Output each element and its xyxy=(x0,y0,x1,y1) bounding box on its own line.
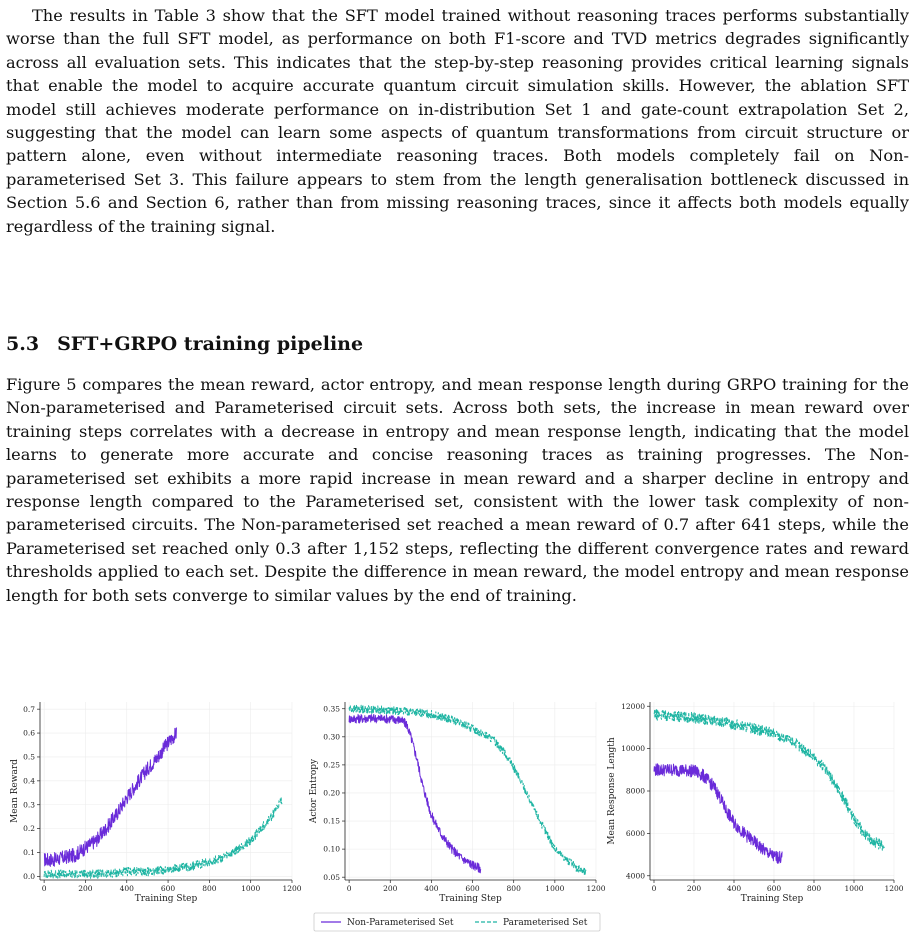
x-tick-label: 800 xyxy=(807,884,822,893)
y-axis-label: Mean Reward xyxy=(10,759,20,823)
chart-panel-3: 0 200 400 600 800 1000 1200 4000 6000 8000 10000 12… xyxy=(607,702,904,904)
x-tick-label: 0 xyxy=(652,884,657,893)
y-tick-label: 0.4 xyxy=(23,776,35,785)
series-line-non-parameterised xyxy=(348,713,482,874)
y-tick-label: 0.2 xyxy=(23,824,35,833)
y-tick-label: 0.1 xyxy=(23,848,35,857)
y-tick-label: 6000 xyxy=(626,829,645,838)
y-tick-label: 0.10 xyxy=(323,845,340,854)
y-tick-label: 0.5 xyxy=(23,753,35,762)
y-tick-label: 0.20 xyxy=(323,789,340,798)
legend: Non-Parameterised Set Parameterised Set xyxy=(313,912,601,932)
x-tick-label: 200 xyxy=(78,884,93,893)
section-heading: 5.3 SFT+GRPO training pipeline xyxy=(6,333,363,355)
body-paragraph-2: Figure 5 compares the mean reward, actor… xyxy=(6,375,909,605)
x-axis-label: Training Step xyxy=(135,894,198,904)
y-tick-label: 4000 xyxy=(626,871,645,880)
x-tick-label: 200 xyxy=(687,884,702,893)
y-axis-label: Actor Entropy xyxy=(309,758,319,824)
x-tick-label: 1200 xyxy=(884,884,903,893)
chart-panel-1: 0 200 400 600 800 1000 1200 0.0 0.1 0.2 0.3 0.4 0.5 0… xyxy=(10,702,302,904)
y-tick-label: 12000 xyxy=(621,702,645,711)
x-tick-label: 1000 xyxy=(545,884,564,893)
series-line-parameterised xyxy=(348,704,587,876)
y-tick-label: 10000 xyxy=(621,744,645,753)
y-axis-label: Mean Response Length xyxy=(607,737,617,845)
x-tick-label: 400 xyxy=(424,884,439,893)
x-tick-label: 1000 xyxy=(241,884,260,893)
x-tick-label: 0 xyxy=(42,884,47,893)
x-tick-label: 800 xyxy=(507,884,522,893)
x-tick-label: 600 xyxy=(465,884,480,893)
y-tick-label: 0.6 xyxy=(23,729,35,738)
x-tick-label: 1000 xyxy=(844,884,863,893)
x-tick-label: 0 xyxy=(347,884,352,893)
y-tick-label: 0.35 xyxy=(323,704,340,713)
x-axis-label: Training Step xyxy=(439,894,502,904)
y-tick-label: 0.15 xyxy=(323,817,340,826)
x-tick-label: 600 xyxy=(767,884,782,893)
series-line-parameterised xyxy=(43,797,283,879)
series-line-non-parameterised xyxy=(653,763,783,864)
x-tick-label: 1200 xyxy=(282,884,301,893)
y-tick-label: 8000 xyxy=(626,787,645,796)
x-tick-label: 800 xyxy=(202,884,217,893)
legend-box xyxy=(313,912,601,932)
y-tick-label: 0.30 xyxy=(323,732,340,741)
x-tick-label: 600 xyxy=(161,884,176,893)
y-tick-label: 0.7 xyxy=(23,705,35,714)
y-tick-label: 0.3 xyxy=(23,800,35,809)
y-tick-label: 0.25 xyxy=(323,760,340,769)
x-tick-label: 400 xyxy=(727,884,742,893)
series-line-parameterised xyxy=(653,709,885,851)
x-tick-label: 200 xyxy=(383,884,398,893)
chart-panel-2: 0 200 400 600 800 1000 1200 0.05 0.10 0.15 0.20 0.2… xyxy=(309,702,606,904)
series-line-non-parameterised xyxy=(43,727,177,867)
body-paragraph-1: The results in Table 3 show that the SFT… xyxy=(6,6,909,236)
y-tick-label: 0.0 xyxy=(23,872,35,881)
x-tick-label: 1200 xyxy=(586,884,605,893)
section-title: SFT+GRPO training pipeline xyxy=(57,333,364,355)
section-number: 5.3 xyxy=(6,333,40,355)
y-tick-label: 0.05 xyxy=(323,873,340,882)
legend-label-non-parameterised: Non-Parameterised Set xyxy=(347,918,454,928)
x-axis-label: Training Step xyxy=(741,894,804,904)
x-tick-label: 400 xyxy=(120,884,135,893)
legend-label-parameterised: Parameterised Set xyxy=(503,918,588,928)
